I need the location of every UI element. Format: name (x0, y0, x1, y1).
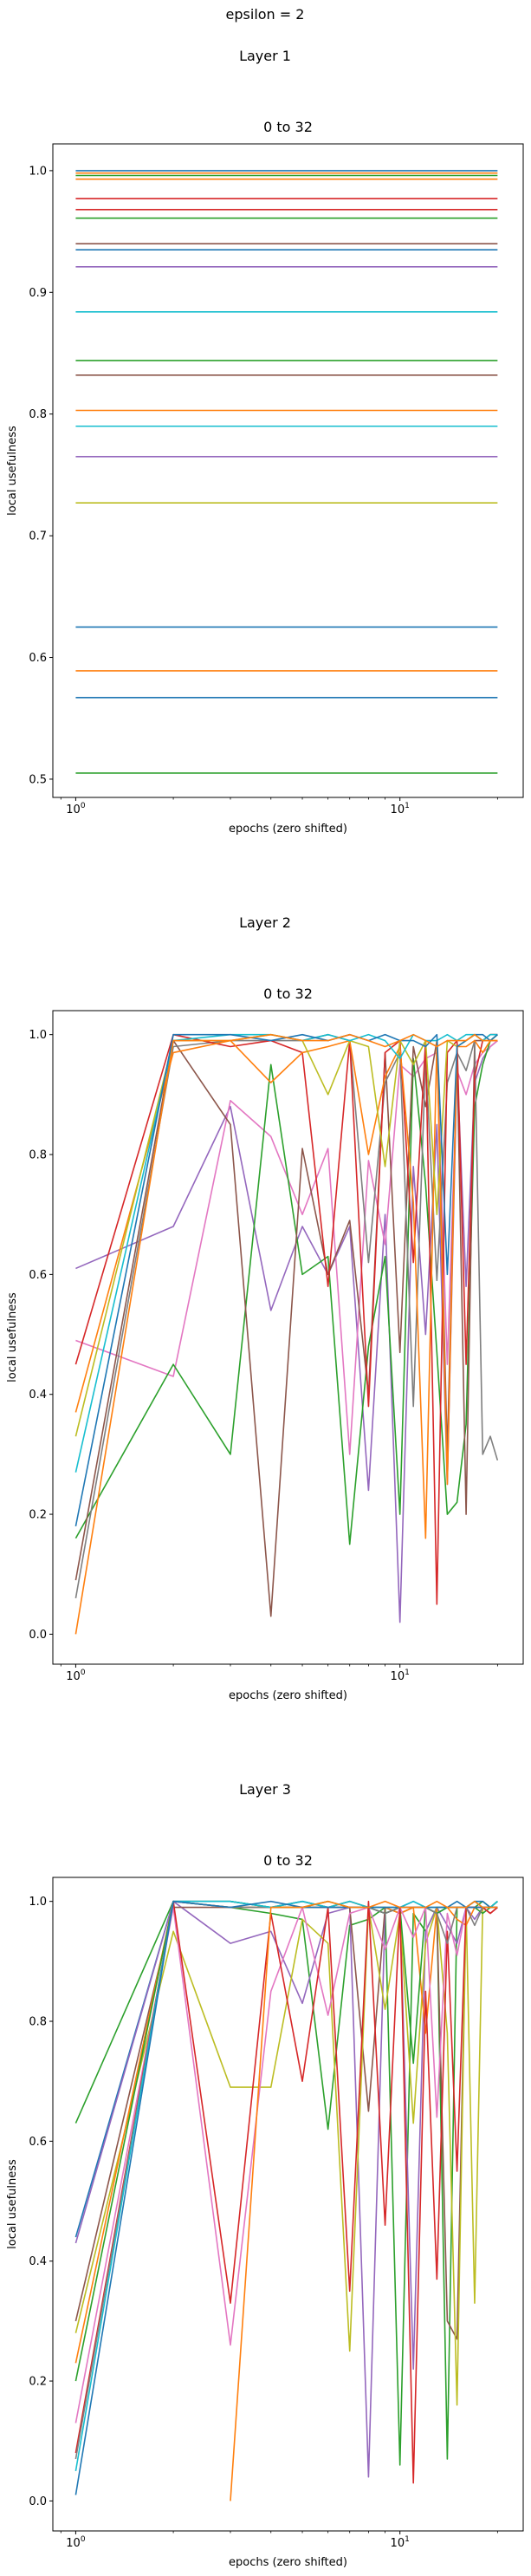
series-line-2 (75, 1039, 498, 1455)
y-tick-label: 1.0 (29, 1896, 47, 1909)
y-tick-label: 1.0 (29, 165, 47, 178)
axes-frame (52, 1877, 524, 2532)
y-axis-label: local usefulness (6, 1292, 19, 1382)
figure-suptitle: epsilon = 2 (226, 6, 305, 23)
x-tick-label: 101 (391, 2535, 410, 2550)
x-axis-label: epochs (zero shifted) (229, 823, 347, 836)
y-tick-label: 0.4 (29, 1389, 47, 1402)
x-tick-label: 100 (66, 802, 86, 816)
chart-panel-2: Layer 2 0 to 32 0.0 0.2 0.4 0.6 0.8 1.0 100 101 ep… (6, 914, 524, 1702)
series-line-3 (74, 1034, 498, 1545)
x-tick-label: 100 (66, 1669, 86, 1683)
y-tick-label: 0.8 (29, 1149, 47, 1162)
x-axis-label: epochs (zero shifted) (229, 1689, 347, 1702)
series-line-13 (230, 1900, 498, 2501)
chart-panel-3: Layer 3 0 to 32 0.0 0.2 0.4 0.6 0.8 1.0 100 101 ep… (6, 1781, 524, 2569)
y-tick-label: 0.4 (29, 2255, 47, 2268)
axes-frame (52, 143, 524, 798)
y-tick-label: 0.9 (29, 287, 47, 300)
y-tick-label: 0.2 (29, 2376, 47, 2389)
y-tick-label: 0.0 (29, 2495, 47, 2508)
x-axis-label: epochs (zero shifted) (229, 2556, 347, 2569)
series-group (75, 170, 498, 774)
series-line-5 (74, 1033, 499, 1599)
x-tick-label: 101 (391, 802, 410, 816)
axes-frame (52, 1010, 524, 1665)
chart-panel-1: Layer 1 0 to 32 0.5 0.6 0.7 0.8 0.9 1.0 100 101 ep… (6, 48, 524, 836)
series-line-5 (74, 1906, 498, 2406)
axes-title: 0 to 32 (263, 986, 313, 1002)
series-line-11 (74, 1033, 498, 1635)
y-tick-label: 0.0 (29, 1629, 47, 1642)
layer-title: Layer 1 (239, 48, 291, 64)
y-tick-label: 0.6 (29, 2136, 47, 2149)
y-tick-label: 0.2 (29, 1509, 47, 1522)
axes-title: 0 to 32 (263, 1852, 313, 1869)
y-tick-label: 0.5 (29, 773, 47, 786)
y-tick-label: 0.8 (29, 408, 47, 421)
layer-title: Layer 2 (239, 914, 291, 931)
series-line-7 (74, 1039, 498, 1539)
y-tick-label: 0.6 (29, 652, 47, 665)
x-tick-label: 100 (66, 2535, 86, 2550)
series-group (74, 1033, 499, 1635)
y-tick-label: 0.8 (29, 2016, 47, 2029)
layer-title: Layer 3 (239, 1781, 291, 1798)
y-tick-label: 0.7 (29, 530, 47, 543)
y-tick-label: 1.0 (29, 1029, 47, 1042)
axes-title: 0 to 32 (263, 119, 313, 135)
y-axis-label: local usefulness (6, 426, 19, 516)
y-tick-label: 0.6 (29, 1269, 47, 1282)
y-axis-label: local usefulness (6, 2159, 19, 2249)
series-line-6 (74, 1033, 498, 1605)
x-tick-label: 101 (391, 1669, 410, 1683)
series-group (74, 1900, 498, 2501)
